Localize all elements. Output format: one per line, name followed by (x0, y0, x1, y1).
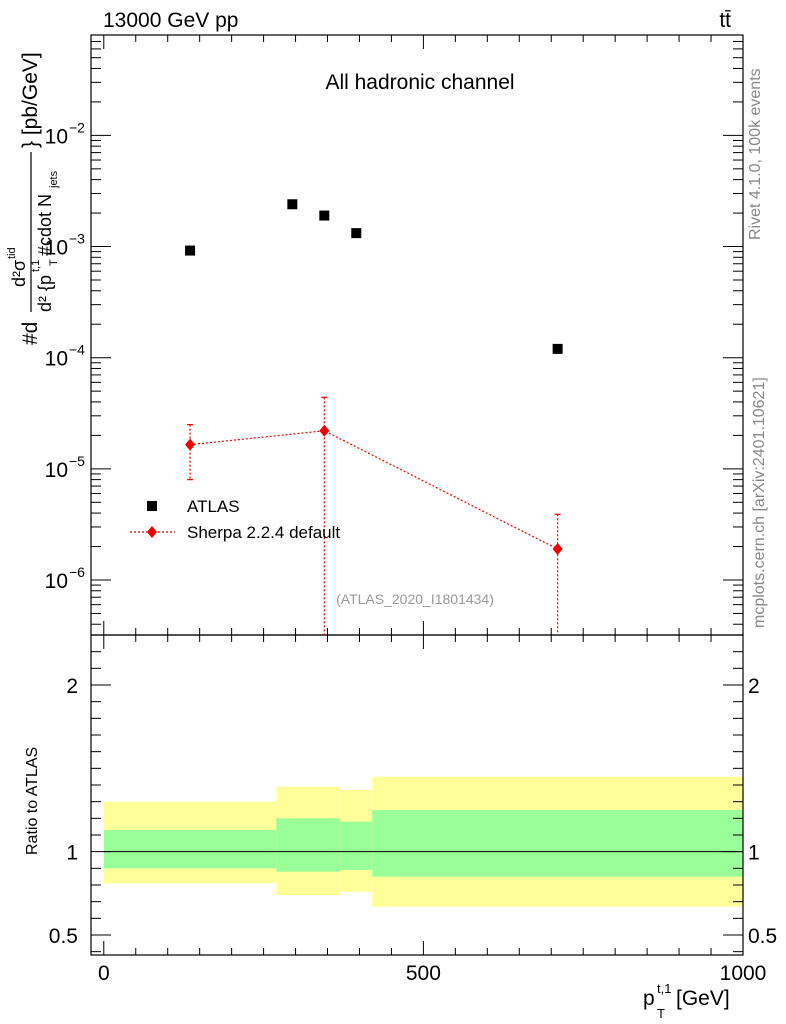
x-axis-label: p T t,1 [GeV] (643, 981, 730, 1021)
channel-label: All hadronic channel (325, 71, 514, 94)
ylabel-suffix: } [pb/GeV] (19, 52, 42, 148)
main-y-tick-exp: −2 (69, 119, 85, 135)
rivet-version-label: Rivet 4.1.0, 100k events (747, 68, 764, 240)
x-tick-label: 1000 (720, 962, 767, 985)
mc-point (552, 543, 563, 556)
ylabel-denominator-tail: #cdot N (35, 194, 55, 256)
xlabel-sub: T (657, 1006, 665, 1021)
ratio-y-tick-label-left: 0.5 (49, 925, 78, 948)
xlabel-sup: t,1 (657, 981, 671, 996)
legend-atlas-marker (147, 501, 157, 511)
main-y-tick-base: 10 (45, 459, 68, 482)
main-y-tick-exp: −6 (69, 564, 85, 580)
xlabel-unit: [GeV] (676, 987, 730, 1010)
main-y-tick-label: 10 −2 (45, 119, 86, 148)
main-axis-ticks (91, 34, 744, 635)
ratio-inner-band-1 (276, 818, 341, 872)
ratio-y-tick-labels: 0.5 0.5 1 1 2 2 (49, 675, 777, 948)
ratio-inner-band-3 (372, 810, 743, 877)
ylabel-numerator: d²σ (9, 260, 29, 287)
main-y-tick-labels: 10−610−510−410−310−2 (45, 119, 86, 593)
data-point (552, 343, 563, 354)
ratio-bands (103, 776, 743, 907)
ratio-axis-ticks (91, 634, 744, 955)
x-tick-label: 500 (406, 962, 441, 985)
x-tick-labels: 0 500 1000 (98, 962, 766, 985)
ratio-y-tick-label-right: 2 (748, 675, 760, 698)
legend: ATLAS Sherpa 2.2.4 default (130, 497, 340, 542)
main-y-tick-exp: −3 (69, 231, 85, 247)
ratio-y-tick-label-left: 1 (66, 842, 78, 865)
ylabel-denominator-tail-sub: jets (48, 170, 60, 189)
analysis-id: (ATLAS_2020_I1801434) (336, 591, 494, 607)
main-y-tick-label: 10 −3 (45, 231, 86, 260)
ratio-panel-frame (90, 634, 744, 956)
main-y-tick-base: 10 (45, 125, 68, 148)
mc-point (185, 438, 196, 451)
ylabel-prefix: #d (19, 322, 42, 345)
data-point (319, 210, 330, 221)
ylabel-numerator-sup: tid (6, 247, 18, 259)
data-series (185, 199, 563, 354)
process-label: tt̄ (719, 9, 731, 32)
main-y-tick-label: 10 −5 (45, 453, 86, 482)
mc-line (190, 430, 558, 550)
ratio-inner-band-0 (103, 830, 277, 869)
main-y-tick-label: 10 −4 (45, 342, 86, 371)
main-y-tick-base: 10 (45, 237, 68, 260)
main-y-tick-label: 10 −6 (45, 564, 86, 593)
ratio-y-axis-label: Ratio to ATLAS (24, 747, 41, 855)
data-point (185, 245, 196, 256)
x-tick-label: 0 (98, 962, 110, 985)
main-panel-frame (90, 34, 744, 636)
data-point (287, 199, 298, 210)
energy-label: 13000 GeV pp (103, 9, 238, 32)
ratio-y-tick-label-left: 2 (66, 675, 78, 698)
main-y-tick-base: 10 (45, 570, 68, 593)
ratio-y-tick-label-right: 0.5 (748, 925, 777, 948)
main-y-tick-exp: −4 (69, 342, 85, 358)
mc-series (185, 396, 563, 635)
main-y-tick-exp: −5 (69, 453, 85, 469)
mc-point (319, 424, 330, 437)
ratio-inner-band-2 (340, 821, 373, 870)
main-y-axis-label: #d d²σ tid d² {p t,1 T #cdot N jets } [p… (6, 52, 60, 345)
ratio-y-tick-label-right: 1 (748, 842, 760, 865)
mcplots-label: mcplots.cern.ch [arXiv:2401.10621] (751, 377, 768, 628)
legend-atlas-label: ATLAS (187, 497, 240, 516)
data-point (351, 228, 362, 239)
main-y-tick-base: 10 (45, 348, 68, 371)
ylabel-denominator: d² {p (35, 275, 55, 312)
legend-sherpa-label: Sherpa 2.2.4 default (187, 523, 340, 542)
xlabel-main: p (643, 987, 655, 1010)
ylabel-denominator-sub: T (48, 259, 60, 266)
ylabel-denominator-sup: t,1 (30, 260, 42, 272)
legend-sherpa-marker (147, 526, 157, 538)
